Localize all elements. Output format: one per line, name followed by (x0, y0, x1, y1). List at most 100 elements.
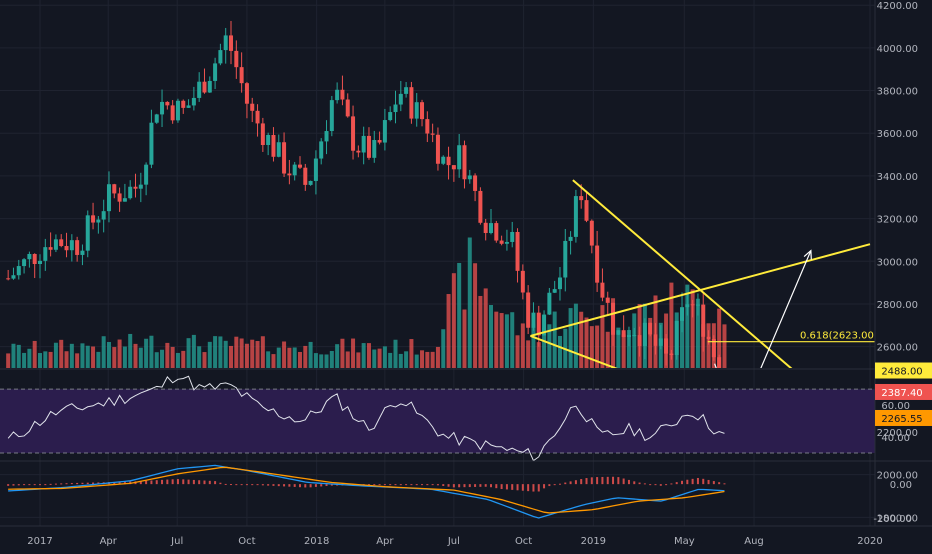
candle-body (504, 241, 509, 244)
candle-body (313, 158, 318, 181)
macd-histogram-bar (511, 484, 514, 490)
volume-bar (393, 339, 398, 368)
macd-histogram-bar (54, 483, 57, 485)
volume-bar (680, 316, 685, 368)
volume-bar (531, 323, 536, 368)
macd-tick-label: -200.00 (873, 514, 912, 525)
macd-histogram-bar (580, 479, 583, 485)
candle-body (366, 135, 371, 158)
macd-histogram-bar (198, 480, 201, 485)
macd-histogram-bar (612, 476, 615, 485)
macd-histogram-bar (696, 477, 699, 485)
candle-body (658, 338, 663, 346)
candle-body (611, 302, 616, 335)
macd-histogram-bar (389, 484, 392, 486)
macd-histogram-bar (458, 484, 461, 488)
price-labels: 2488.00 2387.40 2265.55 (875, 362, 932, 426)
volume-bar (85, 345, 90, 368)
volume-bar (80, 343, 85, 368)
price-tag-level-1-bg (875, 362, 932, 379)
volume-bar (366, 343, 371, 368)
macd-pane (0, 460, 932, 519)
candle-body (112, 184, 117, 194)
candle-body (579, 196, 584, 201)
volume-bar (38, 353, 42, 368)
macd-histogram-bar (505, 484, 508, 490)
macd-histogram-bar (251, 484, 254, 486)
volume-bar (579, 311, 584, 368)
candle-body (175, 100, 180, 121)
macd-histogram-bar (601, 476, 604, 485)
trendline (530, 243, 871, 337)
macd-histogram-bar (521, 484, 524, 491)
volume-bar (48, 351, 53, 368)
volume-bar (404, 351, 409, 368)
macd-histogram-bar (288, 484, 291, 487)
candle-body (685, 304, 690, 308)
volume-bar (181, 350, 186, 368)
volume-bar (626, 330, 631, 368)
candle-body (149, 122, 154, 165)
volume-bar (191, 334, 196, 368)
volume-bar (165, 342, 170, 368)
candle-body (303, 167, 308, 185)
macd-histogram-bar (256, 484, 259, 486)
volume-bar (308, 341, 313, 368)
macd-histogram-bar (516, 484, 519, 491)
candle-body (664, 338, 669, 354)
macd-histogram-bar (543, 484, 546, 489)
macd-histogram-bar (192, 479, 195, 485)
candle-body (229, 35, 234, 51)
candle-body (117, 193, 122, 202)
volume-bar (414, 354, 419, 368)
candle-body (234, 50, 239, 68)
candle-body (287, 173, 292, 176)
rsi-line (7, 375, 725, 462)
candle-body (213, 63, 218, 81)
volume-bar (260, 336, 265, 368)
macd-histogram-bar (208, 480, 211, 485)
volume-bar (234, 336, 239, 368)
volume-bar (266, 351, 271, 368)
candle-body (59, 239, 64, 247)
macd-histogram-bar (76, 482, 79, 485)
volume-bar (133, 343, 138, 368)
candle-body (446, 156, 451, 166)
candle-body (191, 97, 196, 106)
x-tick-label: Jul (447, 536, 460, 547)
macd-histogram-bar (293, 484, 296, 487)
macd-histogram-bar (447, 484, 450, 487)
macd-signal-line (8, 466, 725, 514)
macd-histogram-bar (261, 484, 264, 486)
candle-body (101, 211, 106, 220)
volume-bar (122, 346, 127, 368)
volume-bar (112, 347, 117, 368)
candle-body (605, 297, 610, 303)
volume-bar (706, 323, 711, 368)
volume-bar (91, 346, 96, 368)
candle-body (568, 236, 573, 241)
volume-bar (345, 351, 350, 368)
volume-bar (202, 352, 207, 368)
macd-histogram-bar (23, 484, 26, 486)
candle-body (414, 102, 419, 119)
candle-body (637, 335, 642, 347)
volume-bar (377, 348, 382, 368)
candle-body (122, 198, 127, 202)
volume-bar (101, 336, 106, 368)
volume-bar (621, 334, 626, 368)
forecast-arrow (760, 250, 812, 368)
volume-bar (478, 295, 483, 368)
candle-body (457, 145, 462, 170)
candle-body (154, 114, 159, 123)
candle-body (467, 175, 472, 180)
x-tick-label: Oct (515, 536, 532, 547)
volume-bar (6, 353, 11, 368)
candle-body (621, 330, 626, 338)
macd-histogram-bar (245, 484, 248, 486)
volume-bar (96, 351, 101, 368)
candle-body (292, 164, 297, 176)
volume-bar (250, 339, 255, 368)
